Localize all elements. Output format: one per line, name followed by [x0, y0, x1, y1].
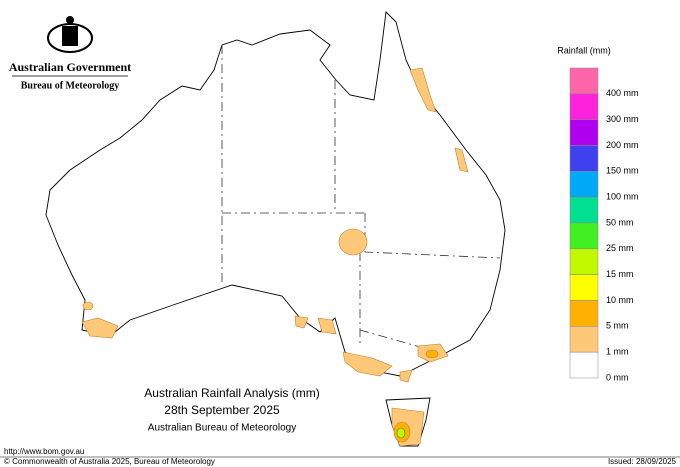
- legend-swatch: [569, 222, 599, 250]
- legend-label: 400 mm: [606, 88, 639, 98]
- footer-issued: Issued: 28/09/2025: [608, 457, 677, 466]
- legend-label: 5 mm: [606, 321, 629, 331]
- map: [45, 11, 506, 447]
- legend-label: 10 mm: [606, 295, 634, 305]
- legend-swatch: [569, 326, 599, 353]
- map-source: Australian Bureau of Meteorology: [148, 423, 296, 434]
- legend-label: 100 mm: [606, 192, 639, 202]
- legend-label: 50 mm: [606, 217, 634, 227]
- legend-label: 25 mm: [606, 243, 634, 253]
- crest: [47, 16, 93, 53]
- legend-swatch: [569, 351, 599, 379]
- legend-swatch: [569, 274, 599, 301]
- legend-swatch: [569, 171, 599, 198]
- legend-swatch: [569, 300, 599, 327]
- legend-label: 1 mm: [606, 347, 629, 357]
- map-date: 28th September 2025: [164, 403, 280, 417]
- map-title: Australian Rainfall Analysis (mm): [144, 386, 319, 400]
- legend-label: 150 mm: [606, 166, 639, 176]
- footer-copyright: © Commonwealth of Australia 2025, Bureau…: [4, 457, 215, 466]
- legend-label: 15 mm: [606, 269, 634, 279]
- legend-swatch: [569, 119, 599, 146]
- legend-swatch: [569, 196, 599, 224]
- legend-title: Rainfall (mm): [557, 45, 611, 55]
- legend-swatch: [569, 145, 599, 172]
- agency-name: Bureau of Meteorology: [21, 80, 120, 91]
- legend-label: 200 mm: [606, 140, 639, 150]
- legend: 400 mm 300 mm 200 mm 150 mm 100 mm 50 mm 25 mm…: [569, 67, 639, 382]
- legend-swatch: [569, 67, 599, 95]
- legend-swatch: [569, 93, 599, 120]
- footer-url: http://www.bom.gov.au: [4, 447, 84, 456]
- legend-label: 0 mm: [606, 372, 629, 382]
- legend-swatch: [569, 248, 599, 275]
- government-name: Australian Government: [9, 60, 131, 74]
- legend-label: 300 mm: [606, 114, 639, 124]
